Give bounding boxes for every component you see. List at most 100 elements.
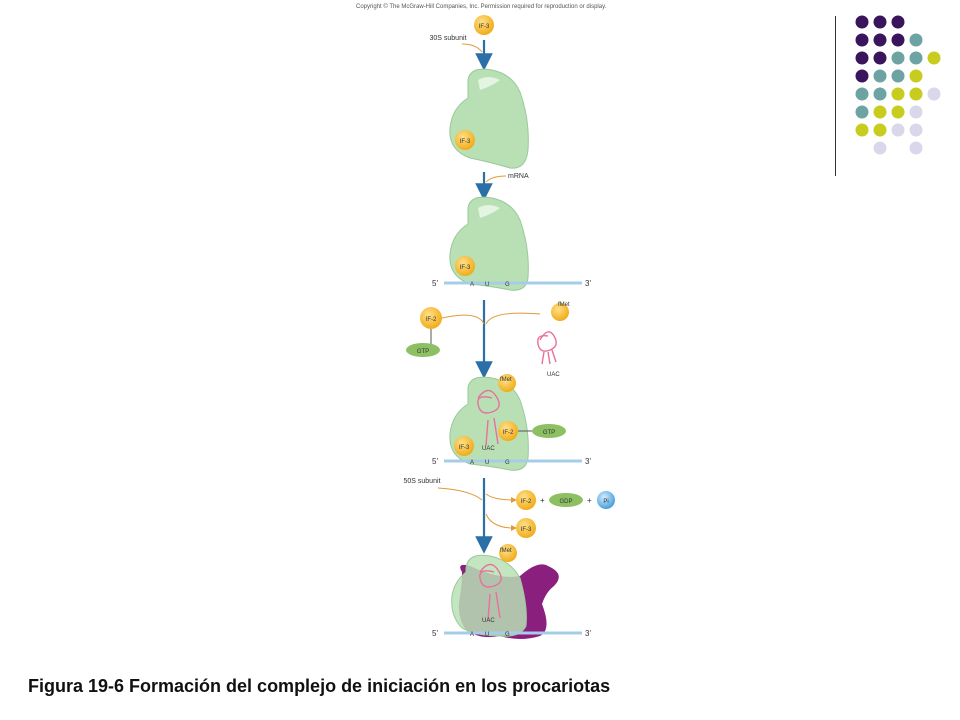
if2-gtp-input: IF-2 GTP (406, 307, 485, 357)
ribosome-30s-stage1: IF-3 (449, 68, 529, 169)
decorative-dot (909, 51, 923, 65)
svg-text:fMet: fMet (558, 302, 570, 308)
decorative-dot (909, 105, 923, 119)
fmet-icon (498, 374, 516, 392)
ribosome-30s-stage2: IF-3 (449, 196, 529, 291)
label-mrna: mRNA (508, 173, 529, 180)
figure-caption: Figura 19-6 Formación del complejo de in… (28, 676, 611, 696)
decorative-dot (855, 87, 869, 101)
mrna-strand-3: 5' 3' A U G (432, 457, 591, 466)
svg-text:Pi: Pi (603, 499, 608, 505)
decorative-dot (891, 105, 905, 119)
svg-text:UAC: UAC (482, 446, 495, 452)
decorative-dot (855, 105, 869, 119)
svg-text:GTP: GTP (417, 349, 429, 355)
svg-text:GTP: GTP (543, 430, 555, 436)
decorative-dot (909, 123, 923, 137)
decorative-dot (873, 69, 887, 83)
decorative-dot (891, 33, 905, 47)
gdp-icon (549, 493, 583, 507)
if3-factor-icon (454, 436, 474, 456)
decorative-dot (873, 123, 887, 137)
if2-factor-icon (516, 490, 536, 510)
if3-label: IF-3 (479, 24, 490, 30)
mrna-strand-2: 5' 3' A U G (432, 279, 591, 288)
svg-text:IF-3: IF-3 (521, 527, 532, 533)
decorative-dot (873, 105, 887, 119)
svg-text:3': 3' (585, 279, 591, 288)
decorative-dot (909, 33, 923, 47)
decorative-dot (909, 141, 923, 155)
trna-icon (479, 563, 502, 621)
if3-factor-icon (455, 256, 475, 276)
label-50s-subunit: 50S subunit (404, 478, 441, 485)
if3-factor-icon (516, 518, 536, 538)
decorative-dot (891, 69, 905, 83)
decorative-dot (873, 15, 887, 29)
svg-text:fMet: fMet (500, 548, 512, 554)
ribosome-30s-stage3: fMet IF-2 GTP IF-3 UAC (449, 374, 566, 471)
if3-factor-icon (474, 15, 494, 35)
svg-text:IF-3: IF-3 (459, 445, 470, 451)
decorative-dot (855, 51, 869, 65)
svg-text:+: + (587, 496, 592, 505)
svg-text:U: U (485, 282, 489, 288)
if3-label: IF-3 (460, 139, 471, 145)
decorative-dot (891, 123, 905, 137)
svg-text:UAC: UAC (547, 372, 560, 378)
decorative-dot (891, 87, 905, 101)
svg-text:5': 5' (432, 629, 438, 638)
vertical-divider (835, 16, 836, 176)
decorative-dot (909, 87, 923, 101)
gtp-icon (532, 424, 566, 438)
decorative-dot (909, 69, 923, 83)
decorative-dot (891, 51, 905, 65)
connector-50s (437, 487, 483, 501)
decorative-dot (927, 51, 941, 65)
svg-text:U: U (485, 632, 489, 638)
decorative-dot (855, 15, 869, 29)
decorative-dot (891, 15, 905, 29)
svg-text:G: G (505, 282, 510, 288)
if3-factor-icon (455, 130, 475, 150)
trna-icon (537, 331, 557, 365)
svg-text:A: A (470, 460, 474, 466)
fmet-icon (499, 544, 517, 562)
if2-factor-icon (420, 307, 442, 329)
svg-text:UAC: UAC (482, 618, 495, 624)
svg-text:A: A (470, 632, 474, 638)
decorative-dot (927, 87, 941, 101)
decorative-dot (873, 51, 887, 65)
svg-text:fMet: fMet (500, 377, 512, 383)
svg-text:IF-2: IF-2 (426, 317, 437, 323)
svg-text:G: G (505, 632, 510, 638)
svg-text:3': 3' (585, 629, 591, 638)
decorative-dot (873, 141, 887, 155)
svg-text:A: A (470, 282, 474, 288)
mrna-strand-4: 5' 3' A U G (432, 629, 591, 638)
svg-text:IF-2: IF-2 (521, 499, 532, 505)
svg-text:U: U (485, 460, 489, 466)
fmet-trna-input: fMet UAC (485, 302, 570, 378)
decorative-dot (855, 33, 869, 47)
trna-icon (477, 389, 500, 447)
connector-30s (461, 43, 483, 53)
svg-text:5': 5' (432, 457, 438, 466)
svg-text:G: G (505, 460, 510, 466)
gtp-icon (406, 343, 440, 357)
copyright-notice: Copyright © The McGraw-Hill Companies, I… (356, 4, 607, 10)
if3-label: IF-3 (460, 265, 471, 271)
svg-text:GDP: GDP (559, 499, 572, 505)
svg-text:+: + (540, 496, 545, 505)
label-30s-subunit: 30S subunit (430, 35, 467, 42)
if2-factor-icon (498, 421, 518, 441)
decorative-dot-grid (855, 15, 941, 155)
svg-text:IF-2: IF-2 (503, 430, 514, 436)
svg-text:5': 5' (432, 279, 438, 288)
fmet-icon (551, 303, 569, 321)
svg-text:3': 3' (585, 457, 591, 466)
decorative-dot (873, 87, 887, 101)
connector-mrna (485, 175, 507, 183)
small-subunit-30s (451, 554, 527, 637)
released-factors: IF-2 + GDP + Pi IF-3 (485, 490, 615, 538)
